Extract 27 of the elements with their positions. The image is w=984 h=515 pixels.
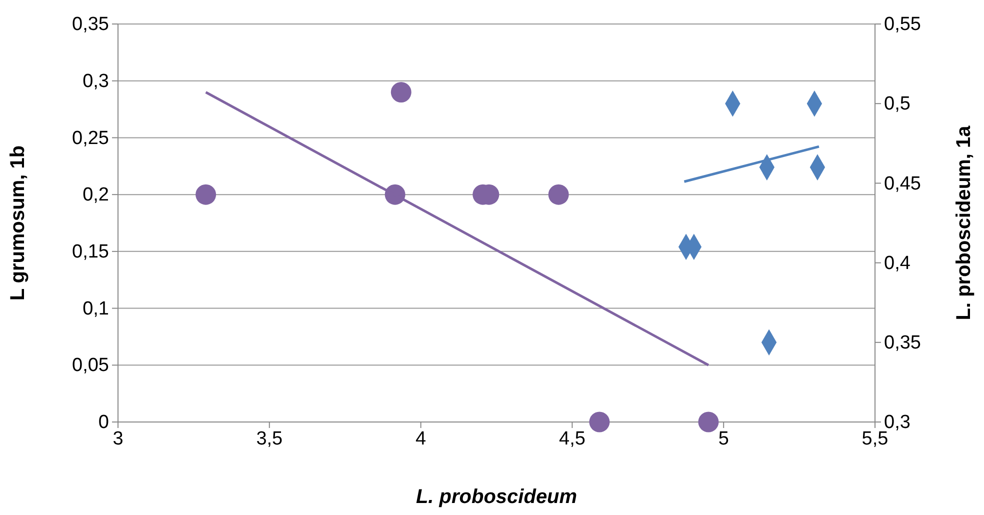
point <box>548 184 569 205</box>
y2-tick-label: 0,55 <box>884 14 921 36</box>
y-tick-label: 0,05 <box>72 355 109 376</box>
y2-axis-title: L. proboscideum, 1a <box>953 124 975 320</box>
y-tick-label: 0,35 <box>72 14 109 36</box>
point <box>698 412 719 432</box>
y2-tick-label: 0,5 <box>884 94 910 115</box>
point <box>196 184 216 205</box>
x-tick-label: 4,5 <box>558 428 586 450</box>
x-tick-label: 3,5 <box>256 428 283 450</box>
y-tick-label: 0,15 <box>72 242 109 263</box>
y-axis-title: L grumosum, 1b <box>7 145 29 301</box>
x-tick-label: 4 <box>416 428 427 450</box>
y-tick-label: 0,3 <box>82 70 109 92</box>
y-tick-label: 0,25 <box>72 128 109 149</box>
y-tick-label: 0,1 <box>82 298 109 320</box>
point <box>589 412 610 432</box>
y2-tick-label: 0,4 <box>884 252 911 274</box>
y2-tick-label: 0,45 <box>884 173 921 194</box>
y-tick-label: 0,2 <box>82 184 109 206</box>
x-axis-title: L. proboscideum <box>416 486 578 508</box>
x-tick-label: 3 <box>112 428 124 450</box>
point <box>390 82 412 102</box>
y2-tick-label: 0,35 <box>884 332 921 354</box>
x-tick-label: 5 <box>718 428 729 450</box>
y-tick-label: 0 <box>98 412 109 434</box>
x-tick-label: 5,5 <box>862 428 888 450</box>
